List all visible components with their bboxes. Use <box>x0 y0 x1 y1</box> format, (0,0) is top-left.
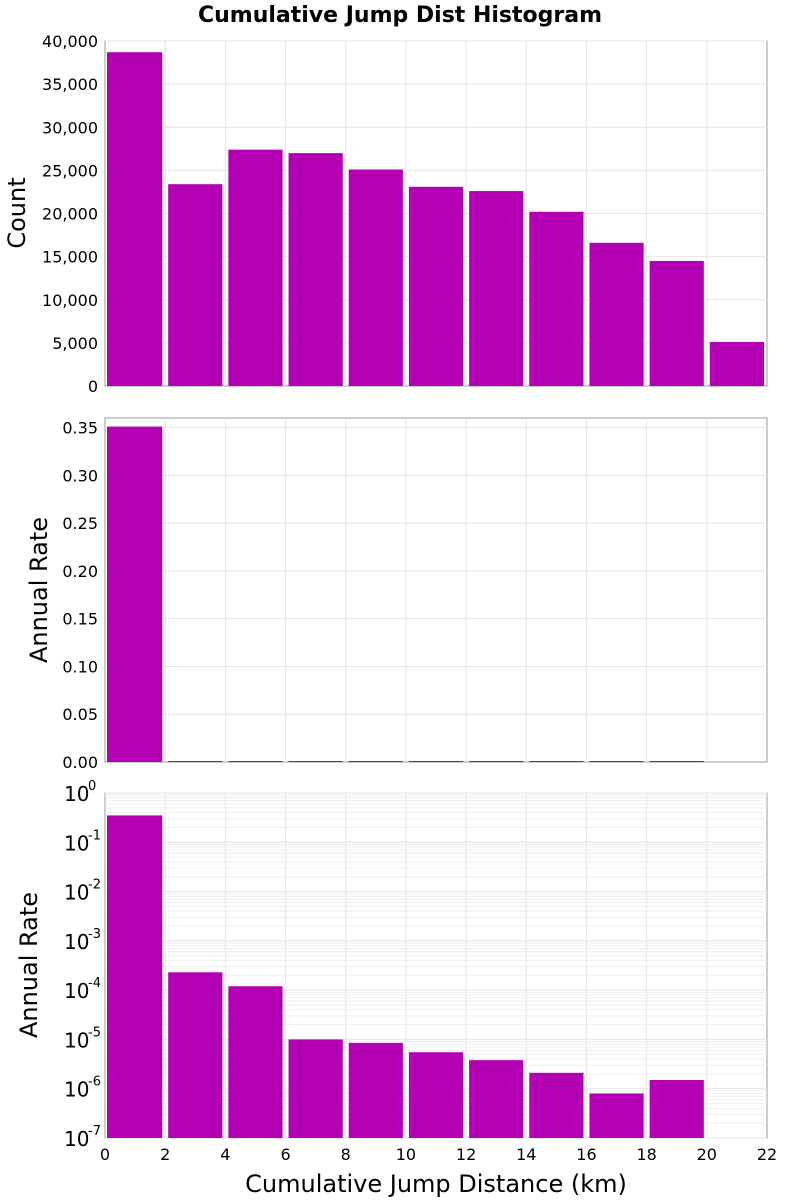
y-tick-exponent: -3 <box>88 927 101 942</box>
x-tick-label: 18 <box>636 1145 656 1164</box>
bar <box>709 342 764 386</box>
y-tick-label: 10 <box>64 930 89 954</box>
y-tick-label: 10 <box>64 1078 89 1102</box>
bar <box>529 211 584 386</box>
x-tick-label: 4 <box>220 1145 230 1164</box>
y-tick-label: 0.30 <box>62 466 98 485</box>
y-tick-label: 10 <box>64 782 89 806</box>
y-axis-label-count: Count <box>3 177 31 248</box>
bar <box>288 761 343 762</box>
y-tick-exponent: -1 <box>88 828 101 843</box>
x-tick-label: 20 <box>697 1145 717 1164</box>
bar <box>529 1072 584 1138</box>
x-tick-label: 14 <box>516 1145 536 1164</box>
bar <box>168 184 223 386</box>
y-axis-label-annual-rate-log: Annual Rate <box>15 892 43 1038</box>
bar <box>348 169 403 386</box>
bar <box>107 815 163 1138</box>
y-tick-label: 5,000 <box>52 334 98 353</box>
bar <box>288 153 343 386</box>
y-tick-label: 15,000 <box>42 248 98 267</box>
y-tick-label: 0 <box>88 377 98 396</box>
x-tick-label: 22 <box>757 1145 777 1164</box>
y-tick-label: 10 <box>64 1028 89 1052</box>
bar <box>469 191 524 386</box>
y-tick-exponent: -5 <box>88 1025 101 1040</box>
y-tick-label: 25,000 <box>42 161 98 180</box>
y-tick-exponent: -4 <box>88 976 101 991</box>
bar <box>228 986 283 1138</box>
x-tick-label: 0 <box>100 1145 110 1164</box>
bar <box>348 1042 403 1138</box>
bar <box>589 761 644 762</box>
y-tick-label: 0.25 <box>62 514 98 533</box>
panel-annual-rate-linear: 0.00 0.05 0.10 0.15 0.20 0.25 0.30 0.35 Annual … <box>25 417 768 772</box>
y-tick-exponent: 0 <box>88 779 96 794</box>
x-tick-label: 8 <box>341 1145 351 1164</box>
bar <box>348 761 403 762</box>
x-tick-label: 10 <box>396 1145 416 1164</box>
bar <box>649 1080 704 1138</box>
y-tick-label: 0.15 <box>62 610 98 629</box>
y-tick-label: 20,000 <box>42 205 98 224</box>
y-tick-label: 0.05 <box>62 705 98 724</box>
bar <box>408 1052 464 1138</box>
y-tick-label: 40,000 <box>42 32 98 51</box>
bar <box>228 761 283 762</box>
bar <box>589 1093 644 1138</box>
y-tick-label: 35,000 <box>42 75 98 94</box>
y-tick-label: 10 <box>64 1127 89 1151</box>
y-axis-label-annual-rate-linear: Annual Rate <box>25 517 53 663</box>
panel-count: 0 5,000 10,000 15,000 20,000 25,000 30,000 35,0… <box>3 32 768 396</box>
y-tick-label: 0.00 <box>62 753 98 772</box>
y-tick-label: 10 <box>64 831 89 855</box>
bar <box>168 972 223 1138</box>
bar <box>408 186 464 386</box>
x-tick-label: 16 <box>576 1145 596 1164</box>
y-tick-exponent: -7 <box>88 1124 101 1139</box>
bar <box>649 260 704 386</box>
bar <box>107 52 163 387</box>
bar <box>107 426 163 762</box>
bar <box>469 1060 524 1138</box>
y-tick-exponent: -2 <box>88 878 101 893</box>
y-tick-label: 30,000 <box>42 118 98 137</box>
bar <box>649 761 704 762</box>
y-tick-label: 0.35 <box>62 419 98 438</box>
plot-area-annual-rate-linear <box>104 417 768 763</box>
x-tick-label: 6 <box>280 1145 290 1164</box>
y-tick-label: 10 <box>64 979 89 1003</box>
x-tick-label: 12 <box>456 1145 476 1164</box>
y-tick-exponent: -6 <box>88 1075 101 1090</box>
bar <box>529 761 584 762</box>
y-tick-label: 10,000 <box>42 291 98 310</box>
bar <box>228 149 283 386</box>
y-tick-label: 10 <box>64 881 89 905</box>
chart-title: Cumulative Jump Dist Histogram <box>198 3 602 28</box>
bar <box>469 761 524 762</box>
bar <box>408 761 464 762</box>
y-tick-label: 0.20 <box>62 562 98 581</box>
bar <box>168 761 223 762</box>
bar <box>288 1039 343 1138</box>
bar <box>589 242 644 386</box>
y-tick-label: 0.10 <box>62 657 98 676</box>
x-axis-label: Cumulative Jump Distance (km) <box>245 1170 627 1198</box>
x-tick-label: 2 <box>160 1145 170 1164</box>
